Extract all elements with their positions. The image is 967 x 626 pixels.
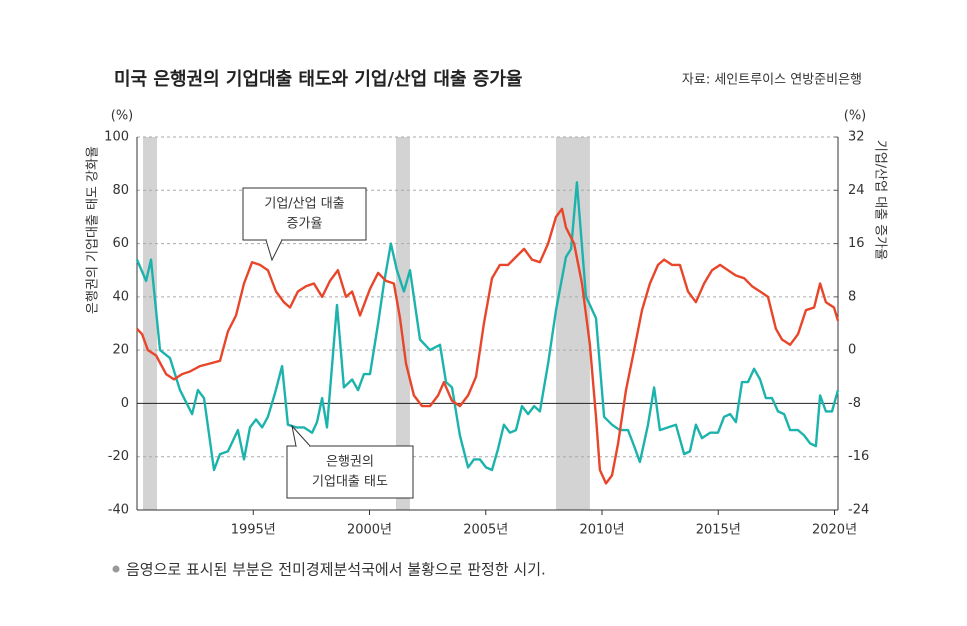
callout-text: 은행권의 (326, 454, 374, 470)
callout-pointer (265, 239, 283, 262)
x-tick-label: 2005년 (463, 523, 508, 538)
y-tick-label: 0 (121, 396, 129, 411)
y-tick-label: 20 (112, 343, 129, 358)
recession-band (555, 137, 590, 510)
y-axis-label: 은행권의 기업대출 태도 강화율 (85, 146, 101, 314)
y2-unit: (%) (844, 109, 867, 124)
recession-band (396, 137, 410, 510)
x-tick-label: 2000년 (347, 523, 392, 538)
source: 자료: 세인트루이스 연방준비은행 (682, 72, 862, 88)
series-line (136, 207, 840, 485)
callout-text: 기업/산업 대출 (264, 197, 344, 212)
y-tick-label: 80 (112, 183, 129, 198)
y2-tick-label: 8 (848, 289, 856, 304)
callout-box (286, 445, 414, 499)
callout-box (242, 187, 367, 241)
y2-tick-label: -24 (848, 503, 869, 518)
series-line (135, 181, 840, 472)
x-tick-label: 2020년 (812, 523, 857, 538)
callout-pointer (291, 424, 311, 447)
x-tick-label: 1995년 (231, 523, 276, 538)
recession-band (143, 137, 157, 510)
y2-tick-label: 24 (848, 183, 865, 198)
y2-tick-label: -8 (848, 396, 861, 411)
footnote: 음영으로 표시된 부분은 전미경제분석국에서 불황으로 판정한 시기. (126, 561, 546, 579)
callout-text: 증가율 (287, 217, 323, 232)
y-tick-label: 100 (104, 130, 129, 145)
y-tick-label: 40 (112, 289, 129, 304)
y2-tick-label: 0 (848, 343, 856, 358)
y2-axis-label: 기업/산업 대출 증가율 (873, 140, 888, 260)
chart-title: 미국 은행권의 기업대출 태도와 기업/산업 대출 증가율 (114, 69, 523, 90)
y-tick-label: 60 (112, 236, 129, 251)
y2-tick-label: 16 (848, 236, 865, 251)
y-tick-label: -40 (108, 503, 129, 518)
y2-tick-label: -16 (848, 449, 869, 464)
bullet (112, 565, 120, 573)
callout-text: 기업대출 태도 (312, 475, 388, 490)
x-tick-label: 2010년 (579, 523, 624, 538)
y-tick-label: -20 (108, 449, 129, 464)
y2-tick-label: 32 (848, 130, 865, 145)
x-tick-label: 2015년 (696, 523, 741, 538)
y-unit: (%) (111, 109, 134, 124)
